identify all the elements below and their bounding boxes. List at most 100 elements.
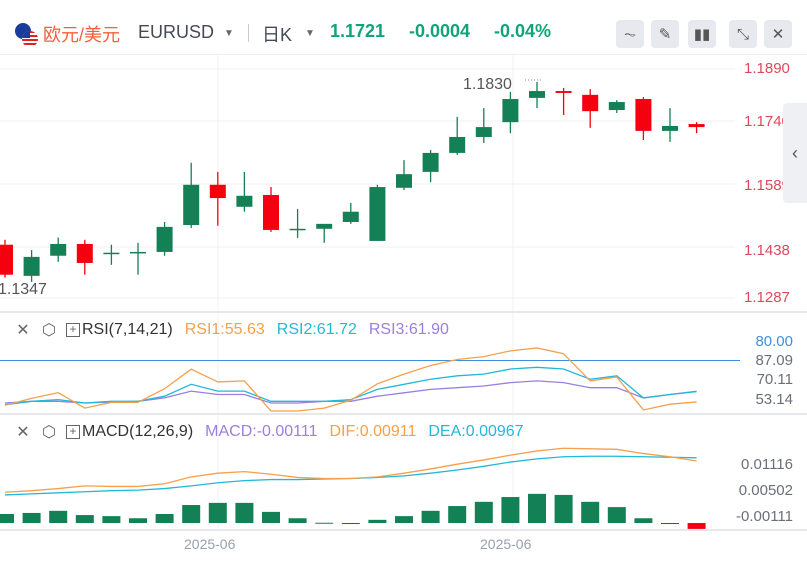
candlestick-icon: ▮▮ [693,26,711,43]
candle-down [635,99,652,131]
draw-button[interactable]: ✎ [651,20,679,48]
candle-down [555,91,572,93]
macd-histogram-bar [341,523,360,525]
candle-down [76,243,93,263]
macd-label: MACD(12,26,9) [82,423,194,440]
macd-histogram-bar [687,523,706,529]
chart-header: 欧元/美元 EURUSD ▼ 日K ▼ 1.1721 -0.0004 -0.04… [0,10,807,55]
rsi-axis-label: 53.14 [755,391,793,408]
macd-axis-label: -0.00111 [736,508,793,525]
macd-histogram-bar [634,518,653,524]
candle-up [396,174,412,188]
macd-histogram-bar [581,501,600,524]
candle-up [289,228,306,231]
macd-histogram-bar [607,507,626,524]
price-axis-label: 1.1589 [744,177,790,194]
settings-hexagon-icon[interactable]: ⬡ [42,424,56,441]
close-indicator-icon[interactable]: ✕ [16,424,30,441]
macd-axis-label: 0.01116 [741,456,793,473]
macd-histogram-bar [75,515,94,524]
macd-histogram-bar [182,504,201,524]
candle-up [156,226,173,252]
candle-up [236,195,253,207]
macd-histogram-bar [155,514,174,524]
candle-up [316,223,333,229]
price-axis-label: 1.1890 [744,60,790,77]
candle-down [263,195,279,230]
macd-histogram-bar [49,510,68,524]
macd-histogram-bar [208,502,227,524]
candle-up [449,136,466,153]
macd-histogram-bar [528,493,546,524]
candle-up [50,243,67,256]
macd-histogram-bar [501,497,520,524]
macd-histogram-bar [661,523,679,525]
divider [248,24,249,42]
collapse-icon: ⤡ [736,25,749,43]
chart-type-button[interactable]: ▮▮ [688,20,716,48]
rsi-label: RSI(7,14,21) [82,321,173,338]
rsi3-value: RSI3:61.90 [368,321,449,338]
candle-up [130,251,146,254]
candle-down [209,184,226,199]
price-axis-label: 1.1740 [744,113,790,130]
collapse-button[interactable]: ⤡ [729,20,757,48]
price-change-pct: -0.04% [494,21,552,41]
pair-title: 欧元/美元 [43,25,121,45]
period-selector[interactable]: 日K [262,25,293,45]
low-annotation: 1.1347 [0,281,47,298]
candle-up [183,184,200,225]
indicator-icon: ⏦ [623,25,637,43]
price-axis-label: 1.1438 [744,242,790,259]
macd-histogram-bar [368,519,387,524]
eu-us-flag-icon [15,23,38,47]
high-annotation: 1.1830 [463,76,512,93]
macd-histogram-bar [448,506,467,524]
symbol-selector[interactable]: EURUSD [138,22,215,42]
macd-histogram-bar [262,511,280,524]
chevron-left-icon: ‹ [792,142,798,163]
macd-value: MACD:-0.00111 [205,423,318,440]
candle-up [529,91,545,98]
candle-up [23,256,40,276]
close-button[interactable]: ✕ [764,20,792,48]
rsi2-line [4,366,697,406]
macd-histogram-bar [129,518,147,524]
candle-down [582,94,599,112]
candle-up [422,152,439,172]
dif-value: DIF:0.00911 [329,423,417,440]
period-caret-icon[interactable]: ▼ [305,28,315,39]
macd-histogram-bar [0,514,14,524]
macd-histogram-bar [421,510,440,524]
indicator-button[interactable]: ⏦ [616,20,644,48]
candle-up [369,187,386,241]
candle-up [475,127,492,137]
rsi-legend: ✕ ⬡ + RSI(7,14,21) RSI1:55.63 RSI2:61.72… [14,319,449,341]
close-indicator-icon[interactable]: ✕ [16,322,30,339]
price-axis-label: 1.1287 [744,289,790,306]
candle-up [342,211,359,222]
macd-histogram-bar [22,512,41,524]
macd-histogram-bar [474,501,493,524]
macd-histogram-bar [288,518,307,524]
macd-histogram-bar [395,516,413,524]
add-indicator-icon[interactable]: + [66,425,80,439]
add-indicator-icon[interactable]: + [66,323,80,337]
rsi1-value: RSI1:55.63 [184,321,265,338]
date-label: 2025-06 [480,536,532,552]
candle-down [0,244,13,275]
macd-histogram-bar [102,516,121,524]
expand-sidebar-button[interactable]: ‹ [783,103,807,203]
candle-up [608,102,625,111]
date-label: 2025-06 [184,536,236,552]
candle-up [103,252,120,255]
price-change: -0.0004 [409,21,471,41]
settings-hexagon-icon[interactable]: ⬡ [42,322,56,339]
last-price: 1.1721 [330,21,386,41]
draw-pencil-icon: ✎ [658,26,672,43]
macd-legend: ✕ ⬡ + MACD(12,26,9) MACD:-0.00111 DIF:0.… [14,421,523,443]
rsi-axis-label: 87.09 [755,352,793,369]
macd-histogram-bar [235,502,254,524]
symbol-caret-icon[interactable]: ▼ [224,28,234,39]
